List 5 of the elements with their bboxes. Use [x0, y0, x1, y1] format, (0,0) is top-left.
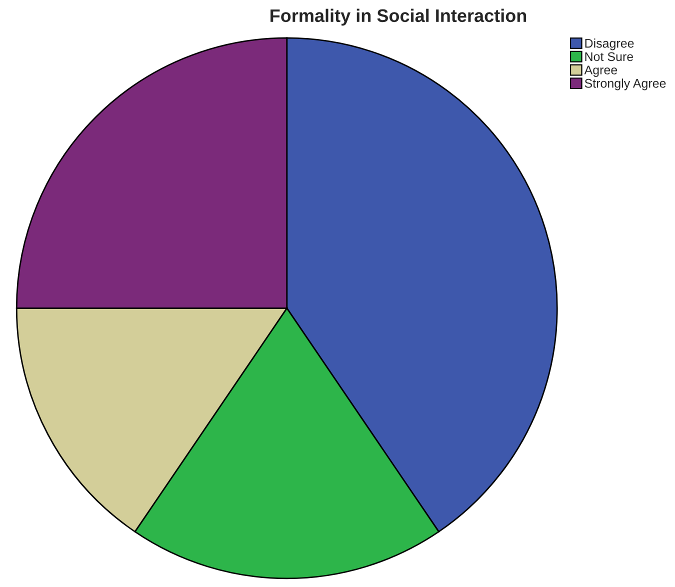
- legend-label: Disagree: [585, 38, 634, 50]
- legend-label: Agree: [584, 66, 618, 77]
- legend-label: Not Sure: [585, 52, 634, 62]
- chart-title: Formality in Social Interaction: [270, 8, 526, 26]
- legend-label: Strongly Agree: [584, 78, 666, 90]
